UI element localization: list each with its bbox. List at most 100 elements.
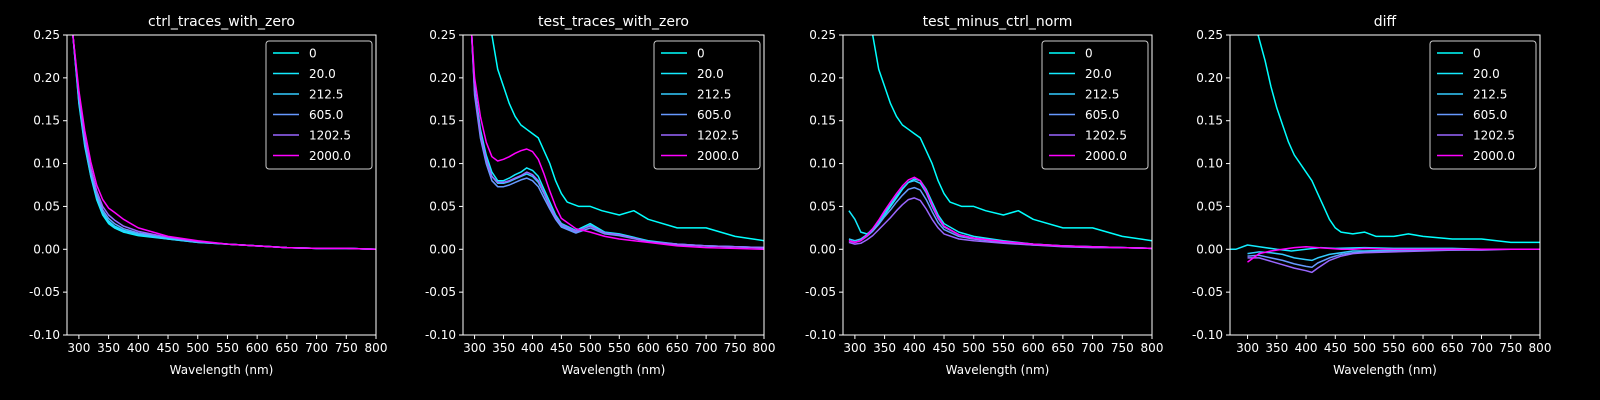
y-tick-label: 0.20: [33, 71, 60, 85]
legend-entry: 1202.5: [1473, 129, 1515, 143]
axes-frame: [66, 34, 377, 336]
legend-entry: 605.0: [697, 108, 731, 122]
y-tick-label: 0.10: [429, 157, 456, 171]
y-tick-label: -0.05: [425, 285, 456, 299]
y-tick-label: 0.05: [429, 199, 456, 213]
x-tick-label: 700: [695, 341, 718, 355]
x-tick-label: 700: [1470, 341, 1493, 355]
legend-entry: 2000.0: [309, 149, 351, 163]
x-tick-label: 500: [579, 341, 602, 355]
legend-entry: 2000.0: [1473, 149, 1515, 163]
legend-entry: 20.0: [309, 67, 336, 81]
x-tick-label: 500: [1353, 341, 1376, 355]
legend: 0 20.0 212.5 605.0 1202.5 2000.0: [1429, 40, 1537, 170]
x-tick-label: 550: [216, 341, 239, 355]
y-tick-label: 0.20: [429, 71, 456, 85]
x-tick-label: 550: [608, 341, 631, 355]
series-lines: [848, 35, 1152, 250]
x-tick-label: 350: [873, 341, 896, 355]
series-line-0: [871, 35, 1152, 242]
series-line-1202-5: [470, 35, 764, 249]
x-tick-label: 600: [637, 341, 660, 355]
x-tick-label: 550: [1382, 341, 1405, 355]
series-line-20-0: [470, 35, 764, 249]
x-tick-label: 800: [1141, 341, 1164, 355]
x-tick-label: 450: [933, 341, 956, 355]
x-tick-label: 300: [463, 341, 486, 355]
series-lines: [72, 35, 376, 251]
x-tick-label: 750: [1499, 341, 1522, 355]
axes-frame: [1229, 34, 1541, 336]
chart-panel-4: diff 300 350 400 450 500 550 600 650 700 750 800 -0.…: [1192, 14, 1552, 377]
legend-entry: 0: [1085, 47, 1093, 61]
legend: 0 20.0 212.5 605.0 1202.5 2000.0: [653, 40, 761, 170]
x-tick-label: 450: [1324, 341, 1347, 355]
y-tick-label: 0.10: [1196, 157, 1223, 171]
y-tick-label: 0.05: [33, 199, 60, 213]
legend-entry: 0: [309, 47, 317, 61]
y-tick-label: 0.05: [1196, 199, 1223, 213]
legend-entry: 1202.5: [1085, 129, 1127, 143]
y-tick-label: -0.05: [1192, 285, 1223, 299]
chart-panel-3: test_minus_ctrl_norm 300 350 400 450 500 550 60…: [805, 14, 1164, 377]
chart-title: test_traces_with_zero: [538, 14, 689, 30]
x-axis-label: Wavelength (nm): [1333, 363, 1437, 377]
axes-frame: [462, 34, 765, 336]
legend-entry: 212.5: [1085, 88, 1119, 102]
x-tick-label: 750: [335, 341, 358, 355]
legend-entry: 20.0: [697, 67, 724, 81]
x-tick-label: 450: [157, 341, 180, 355]
chart-panel-1: ctrl_traces_with_zero 300 350 400 450 500 550 6…: [29, 14, 388, 377]
y-tick-label: 0.20: [809, 71, 836, 85]
x-tick-label: 300: [67, 341, 90, 355]
x-tick-label: 350: [97, 341, 120, 355]
chart-title: ctrl_traces_with_zero: [148, 14, 295, 30]
x-tick-label: 600: [1022, 341, 1045, 355]
legend-entry: 212.5: [697, 88, 731, 102]
series-line-0: [1257, 35, 1540, 244]
x-tick-label: 650: [275, 341, 298, 355]
x-tick-label: 600: [246, 341, 269, 355]
series-line-1202-5: [848, 197, 1152, 250]
chart-title: test_minus_ctrl_norm: [923, 14, 1073, 30]
y-tick-label: 0.20: [1196, 71, 1223, 85]
x-tick-label: 800: [753, 341, 776, 355]
x-tick-label: 700: [1081, 341, 1104, 355]
y-tick-label: -0.10: [29, 328, 60, 342]
y-tick-label: 0.25: [33, 28, 60, 42]
x-tick-label: 400: [903, 341, 926, 355]
x-axis-label: Wavelength (nm): [562, 363, 666, 377]
series-lines: [470, 35, 764, 251]
x-tick-label: 500: [186, 341, 209, 355]
y-tick-label: 0.15: [429, 114, 456, 128]
y-tick-label: 0.05: [809, 199, 836, 213]
axes-frame: [842, 34, 1153, 336]
legend-entry: 0: [697, 47, 705, 61]
x-tick-label: 750: [724, 341, 747, 355]
x-tick-label: 500: [962, 341, 985, 355]
legend-entry: 212.5: [309, 88, 343, 102]
x-tick-label: 750: [1111, 341, 1134, 355]
series-line-2000-0: [470, 35, 764, 251]
y-tick-label: 0.00: [429, 242, 456, 256]
x-tick-label: 600: [1412, 341, 1435, 355]
x-tick-label: 700: [305, 341, 328, 355]
legend-entry: 212.5: [1473, 88, 1507, 102]
y-tick-label: 0.10: [809, 157, 836, 171]
y-tick-label: 0.25: [809, 28, 836, 42]
series-line-2000-0: [848, 176, 1152, 250]
y-tick-label: 0.25: [1196, 28, 1223, 42]
y-tick-label: -0.05: [805, 285, 836, 299]
x-tick-label: 650: [1051, 341, 1074, 355]
y-tick-label: 0.15: [809, 114, 836, 128]
legend-entry: 605.0: [1085, 108, 1119, 122]
x-tick-label: 350: [492, 341, 515, 355]
legend-entry: 2000.0: [697, 149, 739, 163]
y-tick-label: -0.10: [425, 328, 456, 342]
x-tick-label: 400: [521, 341, 544, 355]
legend-entry: 605.0: [1473, 108, 1507, 122]
legend-entry: 605.0: [309, 108, 343, 122]
y-tick-label: 0.25: [429, 28, 456, 42]
series-line-0: [491, 35, 764, 242]
legend-entry: 1202.5: [697, 129, 739, 143]
